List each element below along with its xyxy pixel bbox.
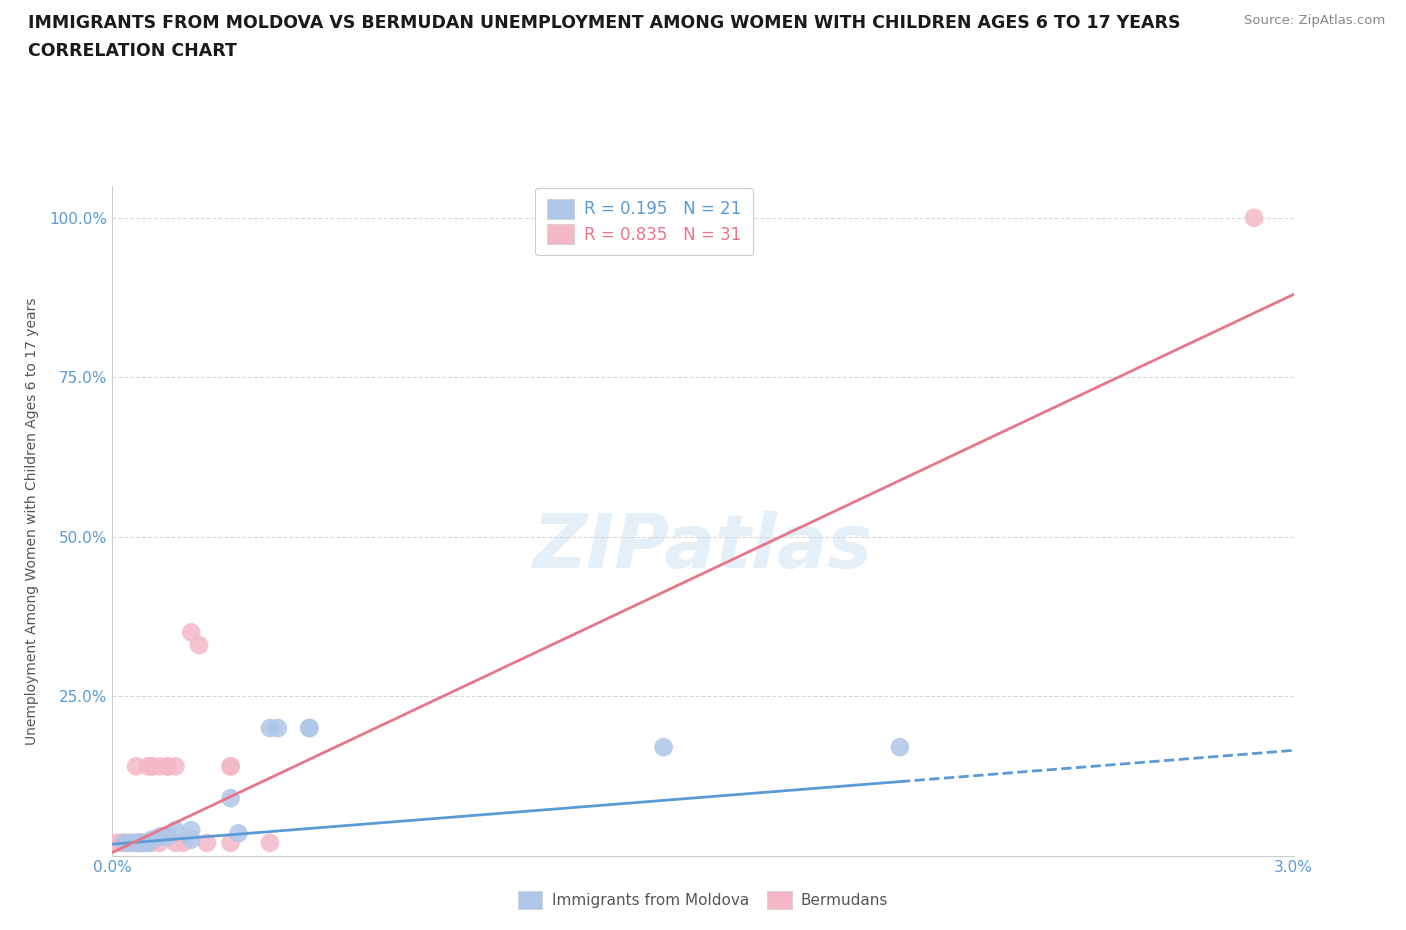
Point: [129, 835, 152, 850]
Point: [121, 835, 143, 850]
Point: [141, 759, 163, 774]
Point: [136, 835, 159, 850]
Point: [180, 832, 202, 847]
Point: [259, 721, 281, 736]
Point: [112, 835, 135, 850]
Point: [228, 826, 250, 841]
Point: [165, 823, 187, 838]
Point: [149, 829, 172, 844]
Point: [141, 759, 163, 774]
Point: [298, 721, 321, 736]
Point: [121, 835, 143, 850]
Text: CORRELATION CHART: CORRELATION CHART: [28, 42, 238, 60]
Point: [132, 835, 155, 850]
Point: [156, 759, 179, 774]
Point: [129, 835, 152, 850]
Point: [156, 759, 179, 774]
Point: [125, 835, 148, 850]
Point: [141, 835, 163, 850]
Legend: Immigrants from Moldova, Bermudans: Immigrants from Moldova, Bermudans: [512, 885, 894, 915]
Point: [195, 835, 218, 850]
Point: [141, 832, 163, 847]
Point: [149, 759, 172, 774]
Text: ZIPatlas: ZIPatlas: [533, 512, 873, 584]
Text: IMMIGRANTS FROM MOLDOVA VS BERMUDAN UNEMPLOYMENT AMONG WOMEN WITH CHILDREN AGES : IMMIGRANTS FROM MOLDOVA VS BERMUDAN UNEM…: [28, 14, 1181, 32]
Point: [219, 759, 242, 774]
Point: [105, 835, 128, 850]
Point: [219, 835, 242, 850]
Point: [149, 835, 172, 850]
Point: [117, 835, 139, 850]
Point: [298, 721, 321, 736]
Point: [112, 835, 135, 850]
Point: [652, 739, 675, 754]
Point: [125, 759, 148, 774]
Point: [129, 835, 152, 850]
Point: [165, 835, 187, 850]
Point: [1243, 210, 1265, 225]
Point: [136, 759, 159, 774]
Point: [172, 835, 194, 850]
Point: [129, 835, 152, 850]
Point: [125, 835, 148, 850]
Point: [219, 759, 242, 774]
Point: [132, 835, 155, 850]
Y-axis label: Unemployment Among Women with Children Ages 6 to 17 years: Unemployment Among Women with Children A…: [24, 297, 38, 745]
Text: Source: ZipAtlas.com: Source: ZipAtlas.com: [1244, 14, 1385, 27]
Point: [152, 829, 174, 844]
Point: [889, 739, 911, 754]
Point: [180, 625, 202, 640]
Point: [156, 829, 179, 844]
Point: [180, 823, 202, 838]
Point: [110, 835, 132, 850]
Point: [259, 835, 281, 850]
Point: [267, 721, 290, 736]
Point: [188, 638, 211, 653]
Point: [219, 790, 242, 805]
Point: [165, 759, 187, 774]
Point: [136, 835, 159, 850]
